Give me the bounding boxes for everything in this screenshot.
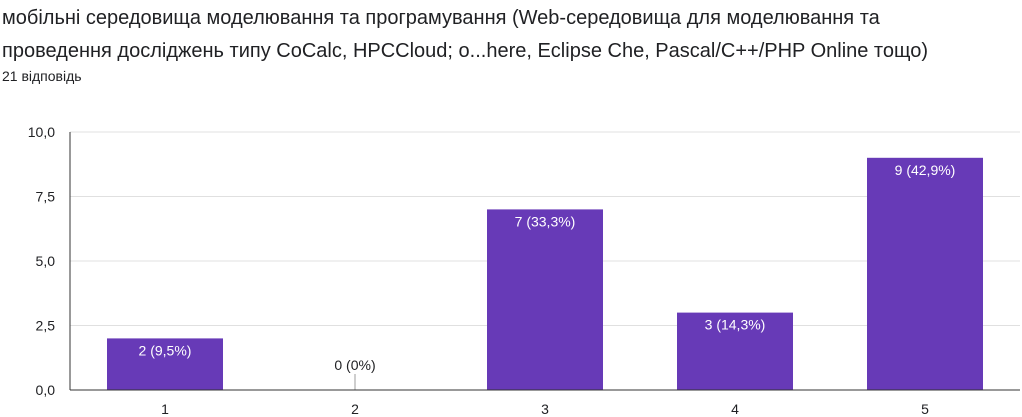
y-tick-label: 10,0 — [28, 124, 55, 140]
response-count: 21 відповідь — [2, 68, 82, 84]
question-title: мобільні середовища моделювання та прогр… — [2, 2, 1020, 68]
question-title-line-1: мобільні середовища моделювання та прогр… — [2, 7, 880, 29]
bars — [107, 157, 983, 390]
data-label: 0 (0%) — [334, 357, 375, 373]
data-label: 9 (42,9%) — [895, 162, 956, 178]
y-tick-label: 2,5 — [36, 318, 56, 334]
x-tick-label: 5 — [921, 401, 929, 417]
y-tick-label: 5,0 — [36, 253, 56, 269]
x-tick-label: 2 — [351, 401, 359, 417]
data-label: 3 (14,3%) — [705, 317, 766, 333]
y-tick-label: 0,0 — [36, 382, 56, 398]
x-tick-labels: 1 2 3 4 5 — [161, 401, 929, 417]
bar[interactable] — [677, 312, 793, 390]
x-tick-label: 4 — [731, 401, 739, 417]
bar[interactable] — [487, 209, 603, 390]
x-tick-label: 1 — [161, 401, 169, 417]
question-title-line-2: проведення досліджень типу CoCalc, HPCCl… — [2, 40, 929, 62]
data-labels: 2 (9,5%) 0 (0%) 7 (33,3%) 3 (14,3%) 9 (42,9%… — [139, 162, 956, 373]
x-tick-label: 3 — [541, 401, 549, 417]
y-tick-label: 7,5 — [36, 189, 56, 205]
bar[interactable] — [867, 157, 983, 390]
y-tick-labels: 0,0 2,5 5,0 7,5 10,0 — [28, 124, 55, 398]
data-label: 2 (9,5%) — [139, 342, 192, 358]
data-label: 7 (33,3%) — [515, 213, 576, 229]
bar[interactable] — [107, 338, 223, 390]
